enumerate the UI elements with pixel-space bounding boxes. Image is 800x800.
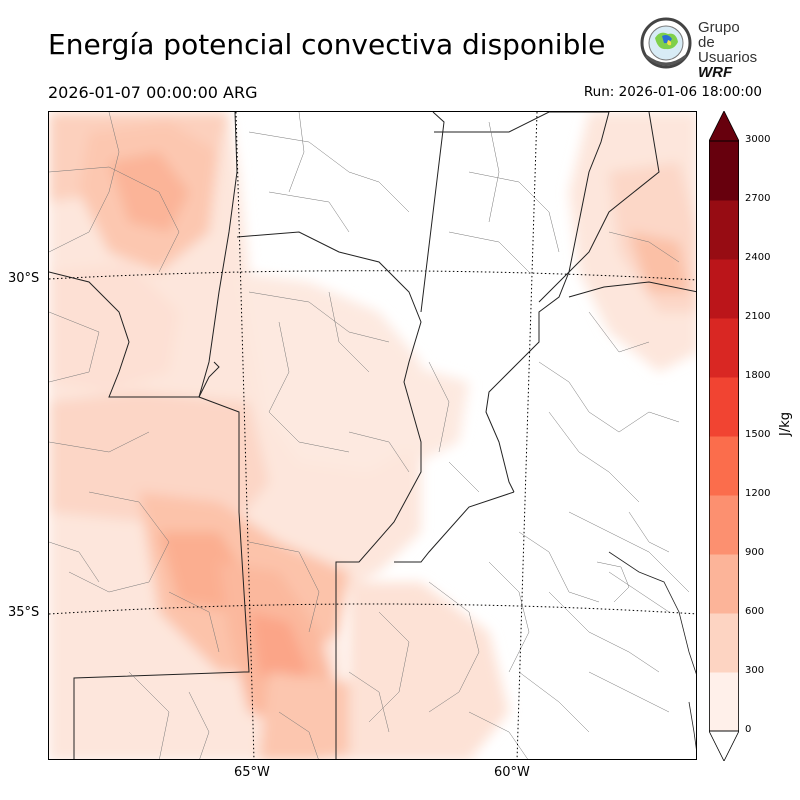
- logo-text: Grupo de Usuarios WRF: [698, 19, 758, 81]
- colorbar-tick-label: 900: [745, 547, 765, 558]
- colorbar-segment: [709, 672, 739, 732]
- lat-label-30s: 30°S: [8, 271, 40, 286]
- colorbar-extend-min: [709, 730, 739, 761]
- cape-map: [49, 112, 696, 759]
- colorbar-segment: [709, 377, 739, 437]
- province-borders: [49, 112, 696, 759]
- colorbar-tick-label: 0: [745, 724, 752, 735]
- colorbar-tick-label: 2100: [745, 311, 771, 322]
- cape-shading: [49, 112, 696, 759]
- logo-globe-icon: [640, 17, 692, 69]
- colorbar-outline: [709, 140, 739, 732]
- lon-label-60w: 60°W: [494, 765, 530, 780]
- colorbar-tick-label: 2700: [745, 193, 771, 204]
- colorbar-segment: [709, 200, 739, 260]
- logo: Grupo de Usuarios WRF: [638, 16, 758, 80]
- colorbar-segment: [709, 436, 739, 496]
- department-lines: [49, 112, 690, 759]
- map-canvas: [48, 111, 697, 760]
- run-time: Run: 2026-01-06 18:00:00: [583, 84, 762, 100]
- colorbar-tick-label: 1500: [745, 429, 771, 440]
- map-title: Energía potencial convectiva disponible: [48, 28, 606, 61]
- colorbar-tick-label: 1800: [745, 370, 771, 381]
- colorbar-tick-label: 600: [745, 606, 765, 617]
- lat-label-35s: 35°S: [8, 605, 40, 620]
- colorbar-segments: [709, 141, 739, 732]
- lon-label-65w: 65°W: [234, 765, 270, 780]
- colorbar-segment: [709, 141, 739, 201]
- graticule: [49, 112, 696, 759]
- colorbar-segment: [709, 495, 739, 555]
- colorbar-label: J/kg: [778, 412, 793, 436]
- coastline: [608, 551, 696, 750]
- colorbar-segment: [709, 613, 739, 673]
- colorbar-extend-max: [709, 111, 739, 142]
- valid-time: 2026-01-07 00:00:00 ARG: [48, 83, 258, 102]
- colorbar: [709, 111, 739, 761]
- colorbar-tick-label: 300: [745, 665, 765, 676]
- colorbar-segment: [709, 259, 739, 319]
- colorbar-tick-label: 2400: [745, 252, 771, 263]
- colorbar-tick-label: 1200: [745, 488, 771, 499]
- colorbar-segment: [709, 554, 739, 614]
- colorbar-segment: [709, 318, 739, 378]
- colorbar-tick-label: 3000: [745, 134, 771, 145]
